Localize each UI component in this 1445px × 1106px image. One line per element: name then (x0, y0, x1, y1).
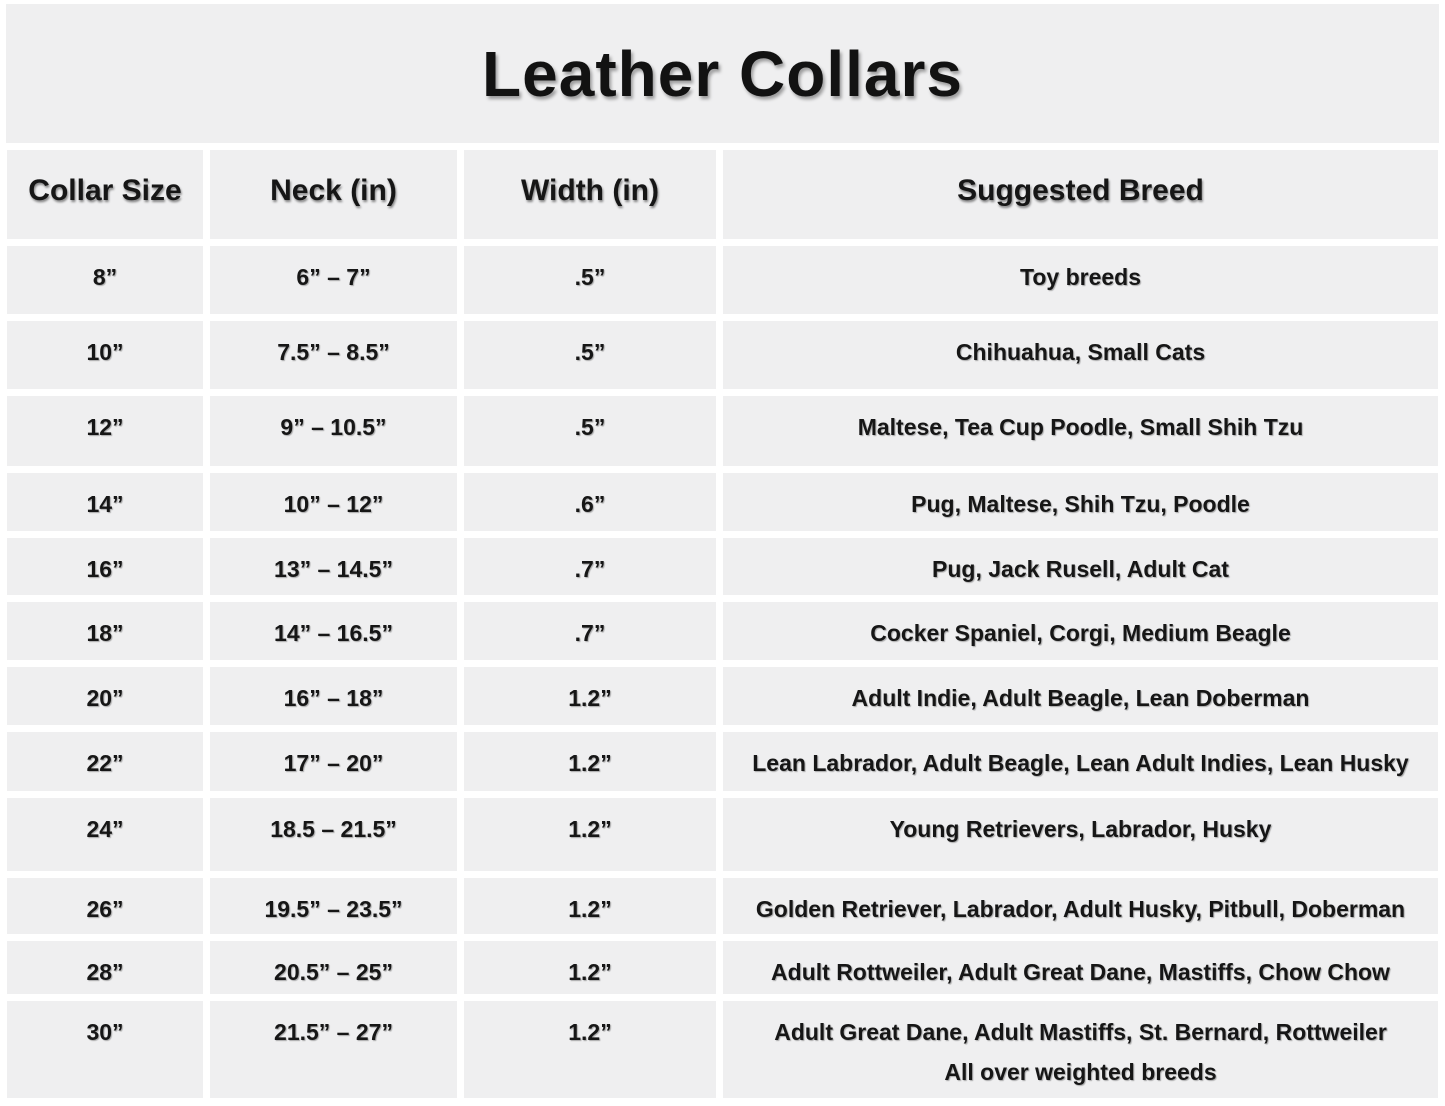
collar-size-cell: 26” (7, 878, 203, 934)
breed-cell: Maltese, Tea Cup Poodle, Small Shih Tzu (723, 396, 1438, 466)
neck-cell: 19.5” – 23.5” (210, 878, 457, 934)
width-cell: 1.2” (464, 667, 716, 725)
collar-size-cell: 12” (7, 396, 203, 466)
neck-cell: 6” – 7” (210, 246, 457, 314)
collar-size-cell: 8” (7, 246, 203, 314)
breed-cell: Pug, Jack Rusell, Adult Cat (723, 538, 1438, 595)
neck-header: Neck (in) (210, 150, 457, 239)
header-row: Collar Size Neck (in) Width (in) Suggest… (7, 150, 1438, 239)
neck-cell: 10” – 12” (210, 473, 457, 531)
neck-cell: 16” – 18” (210, 667, 457, 725)
collar-size-cell: 24” (7, 798, 203, 871)
breed-cell: Golden Retriever, Labrador, Adult Husky,… (723, 878, 1438, 934)
neck-cell: 20.5” – 25” (210, 941, 457, 994)
neck-cell: 21.5” – 27” (210, 1001, 457, 1098)
collar-size-cell: 30” (7, 1001, 203, 1098)
breed-header: Suggested Breed (723, 150, 1438, 239)
breed-cell: Cocker Spaniel, Corgi, Medium Beagle (723, 602, 1438, 660)
page-title: Leather Collars (482, 37, 963, 110)
width-cell: 1.2” (464, 798, 716, 871)
table-row: 14” 10” – 12” .6” Pug, Maltese, Shih Tzu… (7, 473, 1438, 531)
table-row: 12” 9” – 10.5” .5” Maltese, Tea Cup Pood… (7, 396, 1438, 466)
table-row: 30” 21.5” – 27” 1.2” Adult Great Dane, A… (7, 1001, 1438, 1098)
breed-cell: Adult Great Dane, Adult Mastiffs, St. Be… (723, 1001, 1438, 1098)
table-row: 26” 19.5” – 23.5” 1.2” Golden Retriever,… (7, 878, 1438, 934)
neck-cell: 17” – 20” (210, 732, 457, 791)
breed-cell: Adult Rottweiler, Adult Great Dane, Mast… (723, 941, 1438, 994)
table-row: 18” 14” – 16.5” .7” Cocker Spaniel, Corg… (7, 602, 1438, 660)
collar-size-cell: 22” (7, 732, 203, 791)
width-cell: .5” (464, 246, 716, 314)
table-row: 20” 16” – 18” 1.2” Adult Indie, Adult Be… (7, 667, 1438, 725)
neck-cell: 14” – 16.5” (210, 602, 457, 660)
width-cell: .7” (464, 602, 716, 660)
width-cell: .6” (464, 473, 716, 531)
collar-size-cell: 28” (7, 941, 203, 994)
neck-cell: 9” – 10.5” (210, 396, 457, 466)
breed-cell: Pug, Maltese, Shih Tzu, Poodle (723, 473, 1438, 531)
table-row: 16” 13” – 14.5” .7” Pug, Jack Rusell, Ad… (7, 538, 1438, 595)
breed-cell: Adult Indie, Adult Beagle, Lean Doberman (723, 667, 1438, 725)
collar-size-cell: 18” (7, 602, 203, 660)
breed-cell: Young Retrievers, Labrador, Husky (723, 798, 1438, 871)
width-cell: .7” (464, 538, 716, 595)
table-row: 24” 18.5 – 21.5” 1.2” Young Retrievers, … (7, 798, 1438, 871)
width-cell: 1.2” (464, 878, 716, 934)
collar-size-cell: 14” (7, 473, 203, 531)
width-cell: 1.2” (464, 941, 716, 994)
width-header: Width (in) (464, 150, 716, 239)
width-cell: 1.2” (464, 1001, 716, 1098)
table-row: 8” 6” – 7” .5” Toy breeds (7, 246, 1438, 314)
breed-cell: Lean Labrador, Adult Beagle, Lean Adult … (723, 732, 1438, 791)
table-row: 22” 17” – 20” 1.2” Lean Labrador, Adult … (7, 732, 1438, 791)
breed-line-1: Adult Great Dane, Adult Mastiffs, St. Be… (774, 1019, 1387, 1045)
width-cell: 1.2” (464, 732, 716, 791)
breed-line-2: All over weighted breeds (944, 1059, 1217, 1085)
table-row: 10” 7.5” – 8.5” .5” Chihuahua, Small Cat… (7, 321, 1438, 389)
collar-size-cell: 20” (7, 667, 203, 725)
collar-size-cell: 10” (7, 321, 203, 389)
width-cell: .5” (464, 396, 716, 466)
table-row: 28” 20.5” – 25” 1.2” Adult Rottweiler, A… (7, 941, 1438, 994)
neck-cell: 7.5” – 8.5” (210, 321, 457, 389)
collar-size-cell: 16” (7, 538, 203, 595)
size-chart-table: Collar Size Neck (in) Width (in) Suggest… (0, 143, 1445, 1105)
neck-cell: 13” – 14.5” (210, 538, 457, 595)
neck-cell: 18.5 – 21.5” (210, 798, 457, 871)
collar-size-header: Collar Size (7, 150, 203, 239)
breed-cell: Toy breeds (723, 246, 1438, 314)
title-banner: Leather Collars (6, 4, 1439, 143)
breed-cell: Chihuahua, Small Cats (723, 321, 1438, 389)
width-cell: .5” (464, 321, 716, 389)
